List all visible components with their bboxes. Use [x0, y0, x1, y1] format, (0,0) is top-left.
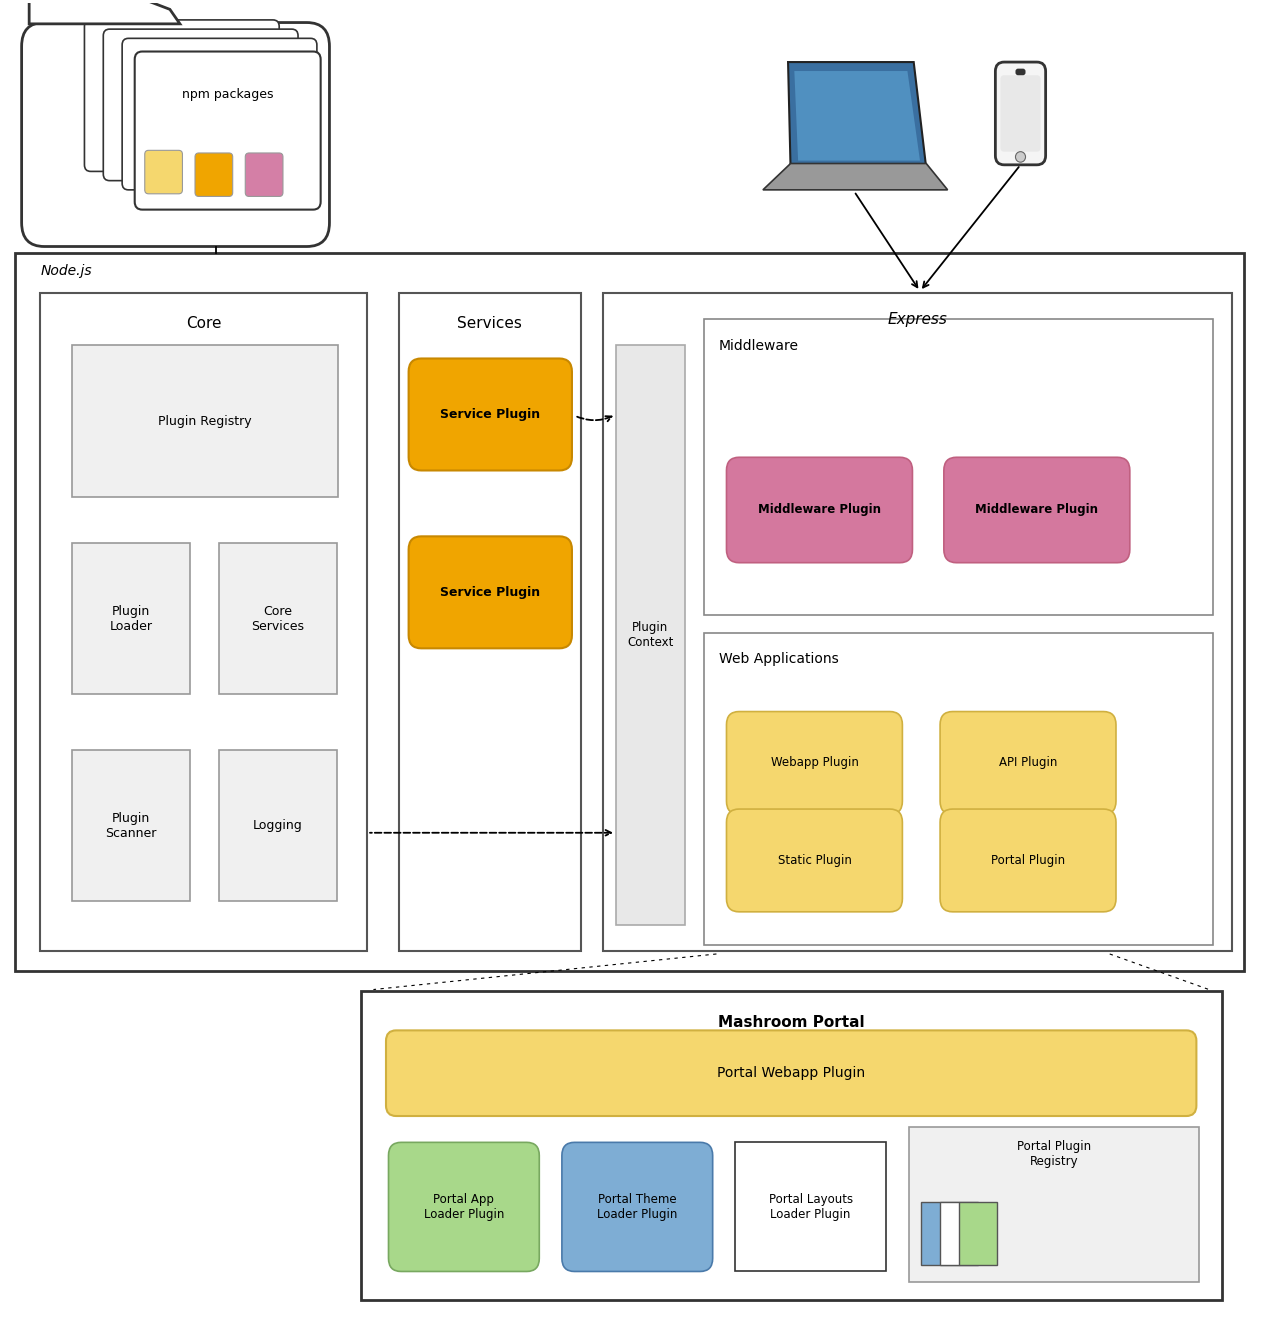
- Bar: [40, 292, 367, 951]
- Bar: [15, 253, 1244, 971]
- Polygon shape: [29, 0, 180, 24]
- Bar: [603, 292, 1232, 951]
- FancyBboxPatch shape: [135, 52, 321, 209]
- Text: Portal Theme
Loader Plugin: Portal Theme Loader Plugin: [597, 1193, 678, 1221]
- Text: Webapp Plugin: Webapp Plugin: [771, 757, 858, 770]
- Bar: [361, 991, 1222, 1301]
- FancyBboxPatch shape: [145, 151, 183, 193]
- FancyBboxPatch shape: [727, 712, 902, 815]
- Bar: [704, 319, 1213, 615]
- Polygon shape: [794, 71, 920, 160]
- FancyBboxPatch shape: [21, 22, 329, 246]
- Text: Mashroom Portal: Mashroom Portal: [718, 1015, 864, 1029]
- Text: Core
Services: Core Services: [251, 605, 304, 632]
- FancyBboxPatch shape: [944, 458, 1129, 562]
- FancyBboxPatch shape: [727, 810, 902, 912]
- Text: Service Plugin: Service Plugin: [440, 407, 540, 421]
- Text: Plugin
Scanner: Plugin Scanner: [105, 811, 156, 840]
- FancyBboxPatch shape: [245, 153, 283, 196]
- Text: Logging: Logging: [254, 819, 303, 832]
- Text: API Plugin: API Plugin: [998, 757, 1058, 770]
- Bar: [616, 345, 685, 925]
- Text: Services: Services: [457, 316, 522, 331]
- FancyBboxPatch shape: [85, 20, 279, 172]
- Bar: [218, 750, 337, 901]
- Bar: [399, 292, 581, 951]
- Polygon shape: [787, 62, 926, 168]
- Bar: [909, 1127, 1199, 1282]
- Text: Plugin Registry: Plugin Registry: [158, 414, 252, 427]
- Text: Portal App
Loader Plugin: Portal App Loader Plugin: [424, 1193, 504, 1221]
- Polygon shape: [764, 164, 948, 191]
- Text: Middleware Plugin: Middleware Plugin: [976, 504, 1098, 516]
- FancyBboxPatch shape: [409, 359, 572, 471]
- Text: Portal Webapp Plugin: Portal Webapp Plugin: [717, 1066, 866, 1080]
- Bar: [921, 1201, 959, 1265]
- Text: Plugin
Context: Plugin Context: [627, 622, 674, 650]
- Text: Static Plugin: Static Plugin: [777, 853, 852, 867]
- Bar: [704, 632, 1213, 945]
- FancyBboxPatch shape: [1001, 75, 1041, 152]
- Bar: [218, 542, 337, 695]
- Circle shape: [1016, 152, 1026, 163]
- Text: Portal Plugin
Registry: Portal Plugin Registry: [1017, 1139, 1090, 1168]
- Text: npm packages: npm packages: [182, 89, 274, 102]
- FancyBboxPatch shape: [122, 38, 317, 191]
- Text: Node.js: Node.js: [40, 263, 92, 278]
- FancyBboxPatch shape: [996, 62, 1046, 165]
- Bar: [72, 542, 191, 695]
- Text: Service Plugin: Service Plugin: [440, 586, 540, 599]
- Text: Express: Express: [887, 312, 948, 327]
- FancyBboxPatch shape: [409, 536, 572, 648]
- Text: Plugin
Loader: Plugin Loader: [110, 605, 153, 632]
- FancyBboxPatch shape: [103, 29, 298, 181]
- Text: Middleware: Middleware: [719, 339, 799, 353]
- Bar: [940, 1201, 978, 1265]
- FancyBboxPatch shape: [940, 810, 1116, 912]
- FancyBboxPatch shape: [196, 153, 232, 196]
- Bar: [72, 345, 338, 497]
- FancyBboxPatch shape: [727, 458, 912, 562]
- FancyBboxPatch shape: [940, 712, 1116, 815]
- Text: Portal Layouts
Loader Plugin: Portal Layouts Loader Plugin: [769, 1193, 853, 1221]
- Bar: [959, 1201, 997, 1265]
- FancyBboxPatch shape: [389, 1142, 539, 1271]
- Text: Web Applications: Web Applications: [719, 652, 839, 667]
- Text: Portal Plugin: Portal Plugin: [991, 853, 1065, 867]
- Bar: [736, 1142, 886, 1271]
- Text: Core: Core: [186, 316, 222, 331]
- FancyBboxPatch shape: [1016, 69, 1026, 75]
- Text: Middleware Plugin: Middleware Plugin: [758, 504, 881, 516]
- Bar: [72, 750, 191, 901]
- FancyBboxPatch shape: [386, 1031, 1196, 1117]
- FancyBboxPatch shape: [562, 1142, 713, 1271]
